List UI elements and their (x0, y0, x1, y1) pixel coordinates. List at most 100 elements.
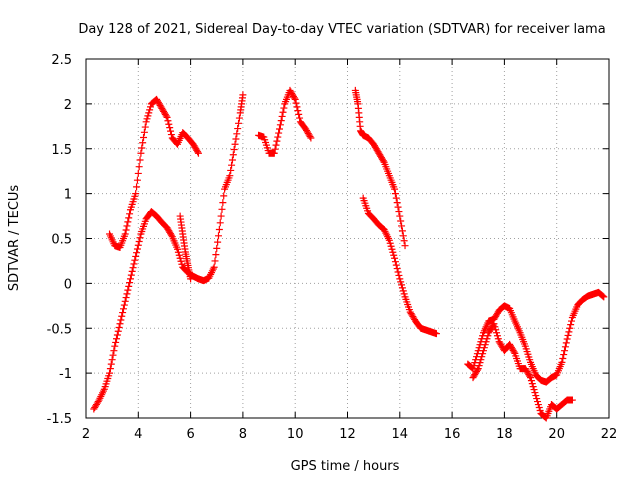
data-point (118, 312, 126, 320)
y-tick-label: -1.5 (47, 412, 72, 427)
data-point (398, 222, 406, 230)
data-point (140, 128, 148, 136)
data-point (114, 327, 122, 335)
data-point (127, 271, 135, 279)
data-point (387, 242, 395, 250)
data-point (600, 293, 608, 301)
y-tick-label: 0.5 (51, 233, 72, 248)
data-point (108, 356, 116, 364)
data-point (234, 125, 242, 133)
data-point (271, 145, 279, 153)
data-point (568, 396, 576, 404)
data-point (276, 125, 284, 133)
data-point (491, 323, 499, 331)
data-point (124, 218, 132, 226)
data-point (395, 271, 403, 279)
series-arc-2b (176, 212, 195, 283)
series-arc-5 (359, 194, 440, 338)
data-point (484, 332, 492, 340)
data-point (212, 251, 220, 259)
data-point (391, 254, 399, 262)
x-axis-ticks: 2 4 6 8 10 12 14 16 18 20 22 (82, 59, 617, 442)
x-tick-label: 4 (134, 427, 142, 442)
data-point (388, 245, 396, 253)
data-point (133, 183, 141, 191)
data-point (395, 208, 403, 216)
data-point (397, 217, 405, 225)
data-point (290, 94, 298, 102)
data-point (230, 145, 238, 153)
x-tick-label: 12 (339, 427, 356, 442)
data-point (215, 226, 223, 234)
data-point (568, 317, 576, 325)
data-point (163, 113, 171, 121)
data-point (558, 358, 566, 366)
y-axis-ticks: 2.5 2 1.5 1 0.5 0 -0.5 -1 -1.5 (47, 53, 609, 427)
data-point (121, 230, 129, 238)
data-point (147, 103, 155, 111)
data-point (123, 222, 131, 230)
data-point (176, 254, 184, 262)
data-point (270, 149, 278, 157)
data-point (400, 237, 408, 245)
data-point (493, 329, 501, 337)
x-tick-label: 8 (239, 427, 247, 442)
data-point (141, 123, 149, 131)
chart-title: Day 128 of 2021, Sidereal Day-to-day VTE… (78, 22, 605, 37)
data-point (194, 149, 202, 157)
data-point (162, 112, 170, 120)
data-point (473, 366, 481, 374)
data-point (113, 335, 121, 343)
x-tick-label: 6 (186, 427, 194, 442)
data-point (391, 258, 399, 266)
y-tick-label: 1 (64, 188, 72, 203)
data-point (235, 119, 243, 127)
x-tick-label: 20 (548, 427, 565, 442)
data-point (128, 267, 136, 275)
data-point (138, 144, 146, 152)
data-point (134, 169, 142, 177)
data-point (530, 386, 538, 394)
data-point (400, 290, 408, 298)
series-arc-7 (469, 320, 576, 422)
data-point (175, 251, 183, 259)
data-point (187, 275, 195, 283)
data-point (379, 157, 387, 165)
data-point (167, 231, 175, 239)
data-point (533, 395, 541, 403)
data-point (398, 281, 406, 289)
data-point (528, 380, 536, 388)
data-point (109, 351, 117, 359)
data-point (560, 351, 568, 359)
data-points (90, 86, 608, 422)
data-point (397, 278, 405, 286)
data-point (124, 286, 132, 294)
data-point (226, 172, 234, 180)
x-tick-label: 10 (287, 427, 304, 442)
data-point (119, 309, 127, 317)
x-axis-label: GPS time / hours (291, 459, 400, 474)
data-point (481, 341, 489, 349)
data-point (135, 237, 143, 245)
data-point (478, 353, 486, 361)
data-point (567, 321, 575, 329)
data-point (398, 284, 406, 292)
data-point (133, 249, 141, 257)
data-point (394, 203, 402, 211)
data-point (125, 282, 133, 290)
data-point (386, 239, 394, 247)
data-point (291, 95, 299, 103)
data-point (126, 279, 134, 287)
data-point (477, 356, 485, 364)
data-point (106, 369, 114, 377)
data-point (393, 199, 401, 207)
data-point (130, 260, 138, 268)
data-point (214, 232, 222, 240)
data-point (110, 347, 118, 355)
data-point (535, 404, 543, 412)
data-point (278, 112, 286, 120)
data-point (115, 324, 123, 332)
data-point (494, 335, 502, 343)
data-point (396, 275, 404, 283)
data-point (218, 205, 226, 213)
